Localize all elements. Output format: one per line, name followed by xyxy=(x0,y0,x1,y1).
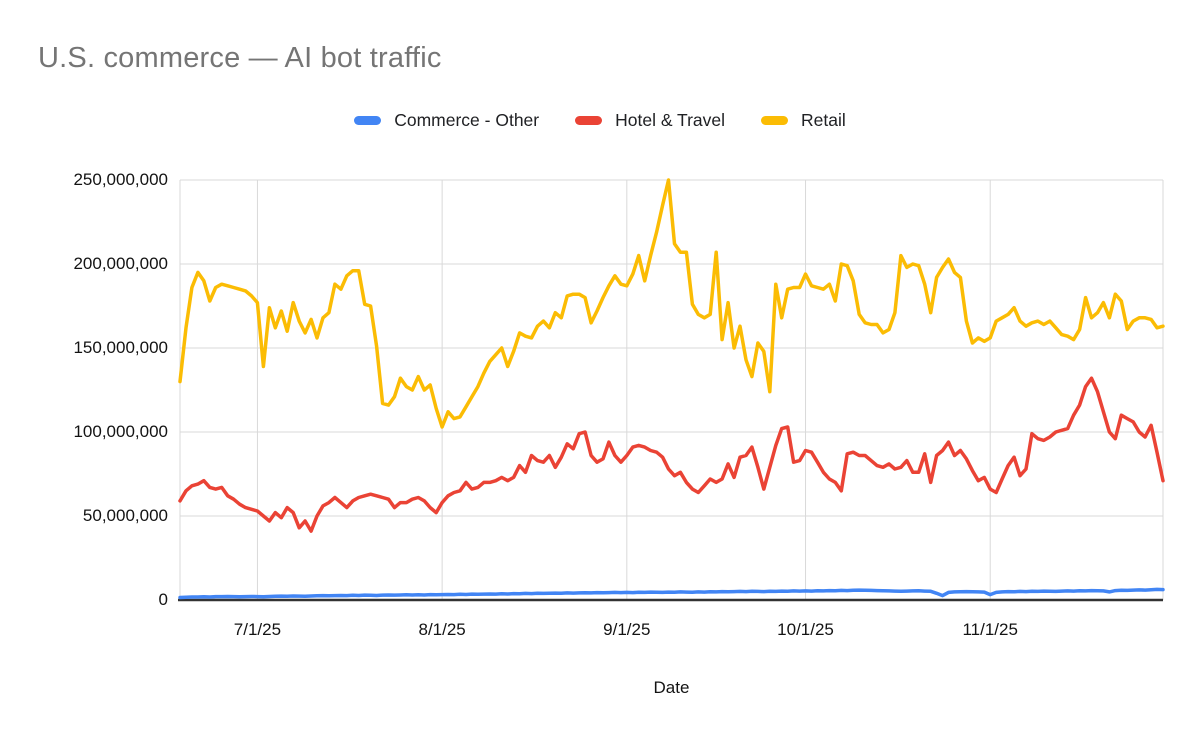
legend-item-hotel-travel: Hotel & Travel xyxy=(575,110,726,130)
y-tick-label: 150,000,000 xyxy=(73,338,168,357)
y-tick-label: 200,000,000 xyxy=(73,254,168,273)
y-tick-label: 0 xyxy=(158,590,168,609)
chart-title: U.S. commerce — AI bot traffic xyxy=(38,42,442,74)
x-tick-label: 9/1/25 xyxy=(603,620,651,639)
series-line-hotel-travel xyxy=(178,376,1165,533)
series-line-retail xyxy=(178,178,1165,429)
legend-label-commerce-other: Commerce - Other xyxy=(394,110,540,130)
x-tick-label: 10/1/25 xyxy=(777,620,834,639)
y-tick-label: 50,000,000 xyxy=(82,506,168,525)
legend-swatch-commerce-other-icon xyxy=(354,116,382,126)
x-tick-label: 7/1/25 xyxy=(233,620,282,639)
y-tick-label: 250,000,000 xyxy=(73,170,168,189)
legend-swatch-retail-icon xyxy=(761,116,789,126)
x-axis-title: Date xyxy=(653,678,690,697)
legend: Commerce - Other Hotel & Travel Retail xyxy=(0,110,1200,130)
legend-item-commerce-other: Commerce - Other xyxy=(354,110,540,130)
legend-label-retail: Retail xyxy=(801,110,846,130)
x-tick-label: 11/1/25 xyxy=(962,620,1018,639)
series-line-commerce-other xyxy=(178,587,1165,600)
legend-swatch-hotel-travel-icon xyxy=(575,116,603,126)
legend-label-hotel-travel: Hotel & Travel xyxy=(615,110,726,130)
legend-item-retail: Retail xyxy=(761,110,846,130)
x-tick-label: 8/1/25 xyxy=(418,620,466,639)
y-tick-label: 100,000,000 xyxy=(73,422,168,441)
